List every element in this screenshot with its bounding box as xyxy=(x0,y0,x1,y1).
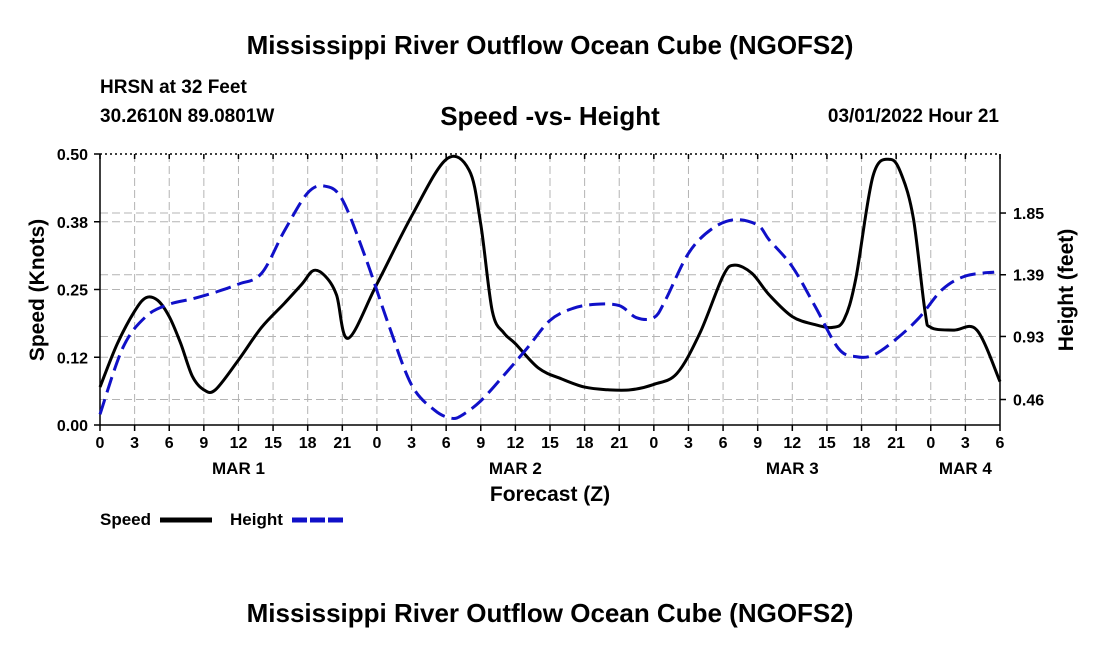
y2-tick-label: 0.93 xyxy=(1013,329,1044,346)
x-day-label: MAR 3 xyxy=(766,459,819,478)
x-tick-label: 18 xyxy=(576,435,594,452)
x-tick-label: 3 xyxy=(961,435,970,452)
y2-tick-label: 0.46 xyxy=(1013,393,1044,410)
x-tick-label: 21 xyxy=(887,435,905,452)
height-series-line xyxy=(98,184,995,420)
legend-height-label: Height xyxy=(230,510,283,529)
y-tick-label: 0.25 xyxy=(57,283,88,300)
x-tick-label: 15 xyxy=(264,435,282,452)
x-tick-label: 21 xyxy=(610,435,628,452)
x-tick-label: 3 xyxy=(130,435,139,452)
x-tick-label: 18 xyxy=(853,435,871,452)
y2-tick-label: 1.39 xyxy=(1013,268,1044,285)
station-coordinates: 30.2610N 89.0801W xyxy=(100,106,275,127)
chart-title: Mississippi River Outflow Ocean Cube (NG… xyxy=(246,30,854,60)
series-layer xyxy=(98,154,1002,420)
x-tick-label: 9 xyxy=(199,435,208,452)
x-day-label: MAR 2 xyxy=(489,459,542,478)
forecast-datestamp: 03/01/2022 Hour 21 xyxy=(827,106,999,127)
speed-series-line xyxy=(98,154,1002,395)
x-tick-label: 9 xyxy=(753,435,762,452)
x-tick-label: 3 xyxy=(407,435,416,452)
x-tick-label: 12 xyxy=(230,435,248,452)
x-tick-label: 21 xyxy=(333,435,351,452)
y-tick-label: 0.38 xyxy=(57,215,88,232)
x-tick-label: 12 xyxy=(783,435,801,452)
x-tick-label: 15 xyxy=(818,435,836,452)
x-tick-label: 0 xyxy=(96,435,105,452)
station-label: HRSN at 32 Feet xyxy=(100,77,247,98)
footer-title: Mississippi River Outflow Ocean Cube (NG… xyxy=(246,598,854,628)
x-tick-label: 15 xyxy=(541,435,559,452)
x-axis-label: Forecast (Z) xyxy=(490,483,610,506)
x-tick-label: 6 xyxy=(719,435,728,452)
axis-layer: 0 3 6 9 12 15 18 21 0 3 6 9 12 15 18 21 0 3 6 9 12 15 18 21 0 3 6M… xyxy=(57,147,1044,478)
x-tick-label: 12 xyxy=(506,435,524,452)
x-tick-label: 6 xyxy=(996,435,1005,452)
grid-layer xyxy=(100,154,1000,425)
x-tick-label: 6 xyxy=(165,435,174,452)
x-tick-label: 9 xyxy=(476,435,485,452)
chart-subtitle: Speed -vs- Height xyxy=(440,101,660,131)
x-tick-label: 0 xyxy=(649,435,658,452)
x-tick-label: 6 xyxy=(442,435,451,452)
x-day-label: MAR 4 xyxy=(939,459,992,478)
legend-speed-label: Speed xyxy=(100,510,151,529)
x-tick-label: 0 xyxy=(372,435,381,452)
x-tick-label: 3 xyxy=(684,435,693,452)
y-tick-label: 0.12 xyxy=(57,350,88,367)
y2-tick-label: 1.85 xyxy=(1013,206,1044,223)
y-axis-label: Speed (Knots) xyxy=(26,219,49,361)
x-tick-label: 0 xyxy=(926,435,935,452)
y-tick-label: 0.50 xyxy=(57,147,88,164)
legend: Speed Height xyxy=(100,510,344,529)
y-tick-label: 0.00 xyxy=(57,418,88,435)
y2-axis-label: Height (feet) xyxy=(1055,229,1078,352)
x-tick-label: 18 xyxy=(299,435,317,452)
x-day-label: MAR 1 xyxy=(212,459,265,478)
